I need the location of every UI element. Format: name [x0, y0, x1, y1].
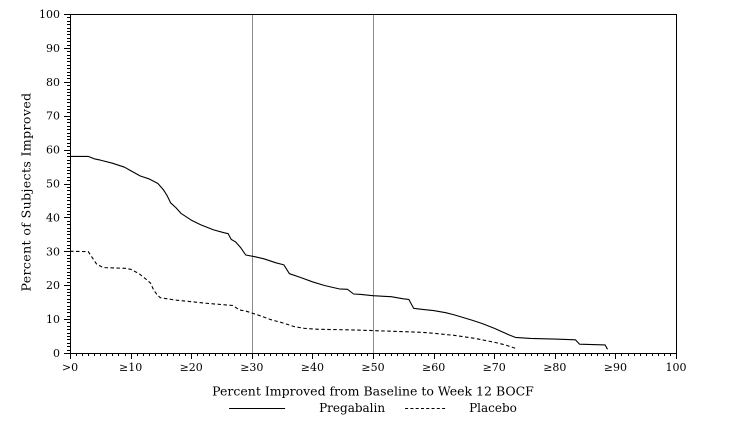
y-tick-label: 10: [46, 313, 60, 326]
y-tick-label: 70: [46, 110, 60, 123]
x-tick-label: ≥70: [483, 361, 506, 374]
y-tick-label: 90: [46, 42, 60, 55]
y-tick-label: 30: [46, 245, 60, 258]
x-tick-label: ≥10: [119, 361, 142, 374]
x-tick-label: ≥90: [604, 361, 627, 374]
y-axis-tick-labels: 0 10 20 30 40 50 60 70 80 90 100: [39, 8, 60, 360]
series-placebo-line: [69, 250, 516, 349]
x-axis-tick-labels: >0 ≥10 ≥20 ≥30 ≥40 ≥50 ≥60 ≥70 ≥80 ≥90 100: [62, 361, 687, 374]
x-tick-label: >0: [62, 361, 78, 374]
y-tick-label: 20: [46, 279, 60, 292]
legend-label-placebo: Placebo: [469, 401, 517, 415]
y-tick-label: 100: [39, 8, 60, 21]
y-tick-label: 40: [46, 211, 60, 224]
y-tick-label: 80: [46, 76, 60, 89]
x-tick-label: ≥80: [543, 361, 566, 374]
x-tick-label: ≥50: [361, 361, 384, 374]
axes: [64, 14, 677, 359]
y-tick-label: 60: [46, 144, 60, 157]
x-tick-label: ≥30: [240, 361, 263, 374]
x-tick-label: ≥60: [422, 361, 445, 374]
series-pregabalin-line: [70, 155, 608, 350]
y-axis-title: Percent of Subjects Improved: [18, 92, 34, 292]
x-tick-label: ≥40: [301, 361, 324, 374]
x-tick-label: 100: [666, 361, 687, 374]
legend-line-solid-icon: [229, 407, 286, 409]
chart-legend: Pregabalin Placebo: [229, 401, 517, 415]
x-tick-label: ≥20: [180, 361, 203, 374]
y-tick-label: 50: [46, 178, 60, 191]
reference-lines: [252, 14, 374, 353]
legend-label-pregabalin: Pregabalin: [319, 401, 386, 415]
legend-line-dashed-icon: [405, 407, 446, 409]
y-tick-label: 0: [53, 347, 60, 360]
x-axis-title: Percent Improved from Baseline to Week 1…: [212, 383, 534, 399]
